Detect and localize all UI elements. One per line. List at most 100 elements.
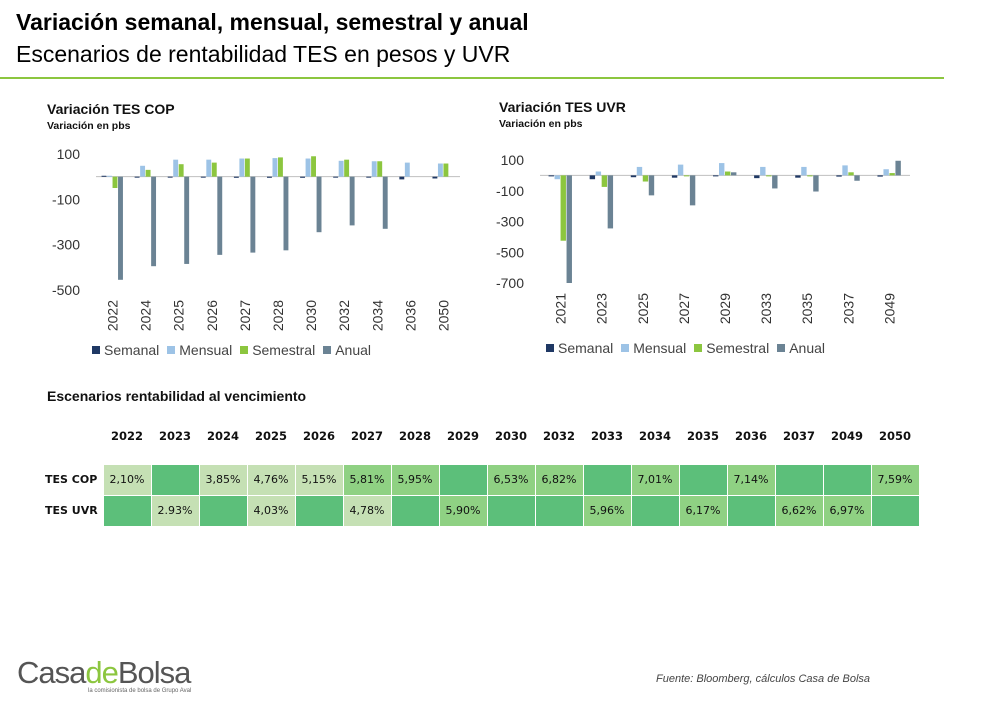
table-year-header: 2032 — [542, 428, 575, 443]
bar-anual-2027 — [250, 176, 256, 253]
chart-uvr-title: Variación TES UVR — [499, 99, 626, 115]
table-cell: 2,10% — [102, 463, 152, 496]
legend-item-mensual: Mensual — [167, 342, 232, 358]
logo-de: de — [85, 655, 118, 690]
x-tick-label: 2034 — [369, 300, 385, 331]
legend-swatch — [546, 344, 554, 352]
table-row: TES COP 2,10% 3,85% 4,76% 5,15% 5,81% 5,95% 6,5… — [43, 463, 920, 496]
y-tick-label: -700 — [496, 275, 524, 291]
bar-mensual-2029 — [719, 163, 725, 176]
bar-semestral-2027 — [683, 175, 690, 177]
scenarios-table: 2022 2023 2024 2025 2026 2027 2028 2029 2030 2032… — [43, 420, 920, 527]
bar-semanal-2026 — [200, 176, 206, 178]
legend-item-semestral: Semestral — [694, 340, 769, 356]
x-tick-label: 2025 — [635, 293, 651, 324]
legend-item-mensual: Mensual — [621, 340, 686, 356]
legend-label: Semanal — [104, 342, 160, 358]
bar-anual-2037 — [854, 175, 860, 181]
table-cell: 6,82% — [534, 463, 584, 496]
bar-anual-2035 — [813, 175, 819, 192]
table-cell: 6,17% — [678, 494, 728, 527]
x-tick-label: 2026 — [204, 300, 220, 331]
bar-mensual-2034 — [371, 161, 377, 177]
x-tick-label: 2032 — [336, 300, 352, 331]
x-tick-label: 2050 — [435, 300, 451, 331]
x-tick-label: 2036 — [402, 300, 418, 331]
y-tick-label: 100 — [501, 152, 525, 168]
table-cell — [534, 494, 584, 527]
y-tick-label: -300 — [52, 237, 80, 253]
bar-mensual-2035 — [801, 166, 807, 176]
bar-semestral-2027 — [244, 158, 250, 177]
bar-mensual-2049 — [883, 169, 889, 176]
bar-semanal-2034 — [366, 176, 372, 178]
x-tick-label: 2025 — [171, 300, 187, 331]
bar-anual-2021 — [566, 175, 572, 283]
table-cell: 7,14% — [726, 463, 776, 496]
legend-swatch — [694, 344, 703, 352]
bar-semanal-2035 — [795, 175, 801, 178]
table-year-header: 2037 — [782, 428, 815, 443]
legend-item-semanal: Semanal — [546, 340, 613, 356]
table-cell: 6,62% — [774, 494, 824, 527]
bar-anual-2029 — [731, 172, 737, 176]
bar-semanal-2030 — [300, 176, 305, 178]
bar-mensual-2023 — [595, 171, 602, 176]
bar-semestral-2034 — [377, 161, 383, 177]
table-year-header: 2026 — [302, 428, 335, 443]
bar-semanal-2027 — [671, 175, 678, 178]
legend-label: Mensual — [179, 342, 233, 358]
table-year-header: 2034 — [638, 428, 671, 443]
chart-cop: 100 -100 -300 -500 2022 2024 2025 2026 2027 2028 2… — [52, 146, 460, 331]
bar-semestral-2032 — [344, 159, 350, 177]
legend-label: Anual — [789, 340, 826, 356]
y-tick-label: -100 — [496, 183, 524, 199]
legend-label: Semestral — [706, 340, 770, 356]
bar-semestral-2028 — [278, 157, 283, 177]
table-cell: 7,01% — [630, 463, 680, 496]
table-cell: 5,96% — [582, 494, 632, 527]
bar-mensual-2026 — [206, 159, 212, 177]
bar-anual-2025 — [648, 175, 655, 196]
bar-semestral-2022 — [112, 176, 118, 188]
x-tick-label: 2028 — [270, 300, 286, 331]
bar-mensual-2028 — [272, 158, 278, 177]
bar-semanal-2037 — [836, 175, 842, 177]
legend-swatch — [92, 346, 100, 354]
bar-semestral-2023 — [601, 175, 608, 187]
legend-label: Semanal — [558, 340, 614, 356]
table-corner — [43, 420, 103, 451]
table-row: TES UVR 2.93% 4,03% 4,78% 5,90% 5,96% 6,17% 6,6… — [43, 494, 920, 527]
bar-semanal-2028 — [267, 176, 272, 178]
table-cell: 5,90% — [438, 494, 488, 527]
bar-anual-2033 — [772, 175, 778, 189]
table-cell — [870, 494, 920, 527]
table-year-header: 2023 — [158, 428, 191, 443]
bar-mensual-2025 — [636, 166, 643, 176]
legend-item-anual: Anual — [323, 342, 371, 358]
bar-anual-2032 — [349, 176, 355, 226]
logo-tagline: la comisionista de bolsa de Grupo Aval — [88, 688, 192, 694]
table-year-header: 2024 — [206, 428, 239, 443]
x-tick-label: 2035 — [799, 293, 815, 324]
bar-mensual-2022 — [107, 175, 112, 177]
table-cell: 6,97% — [822, 494, 872, 527]
table-cell: 3,85% — [198, 463, 248, 496]
legend-cop: Semanal Mensual Semestral Anual — [92, 342, 379, 358]
bar-anual-2022 — [118, 176, 123, 280]
table-year-header: 2028 — [398, 428, 431, 443]
legend-item-anual: Anual — [777, 340, 825, 356]
table-cell — [390, 494, 440, 527]
legend-label: Semestral — [252, 342, 316, 358]
bar-anual-2024 — [151, 176, 157, 267]
chart-uvr-subtitle: Variación en pbs — [499, 118, 583, 130]
logo-casa: Casa — [17, 655, 86, 690]
bar-semestral-2025 — [642, 175, 649, 182]
table-cell — [150, 463, 200, 496]
bar-anual-2034 — [382, 176, 388, 229]
bar-semanal-2027 — [233, 176, 239, 178]
table-year-header: 2035 — [686, 428, 719, 443]
bar-semestral-2026 — [211, 162, 217, 177]
legend-item-semestral: Semestral — [240, 342, 315, 358]
table-cell — [726, 494, 776, 527]
